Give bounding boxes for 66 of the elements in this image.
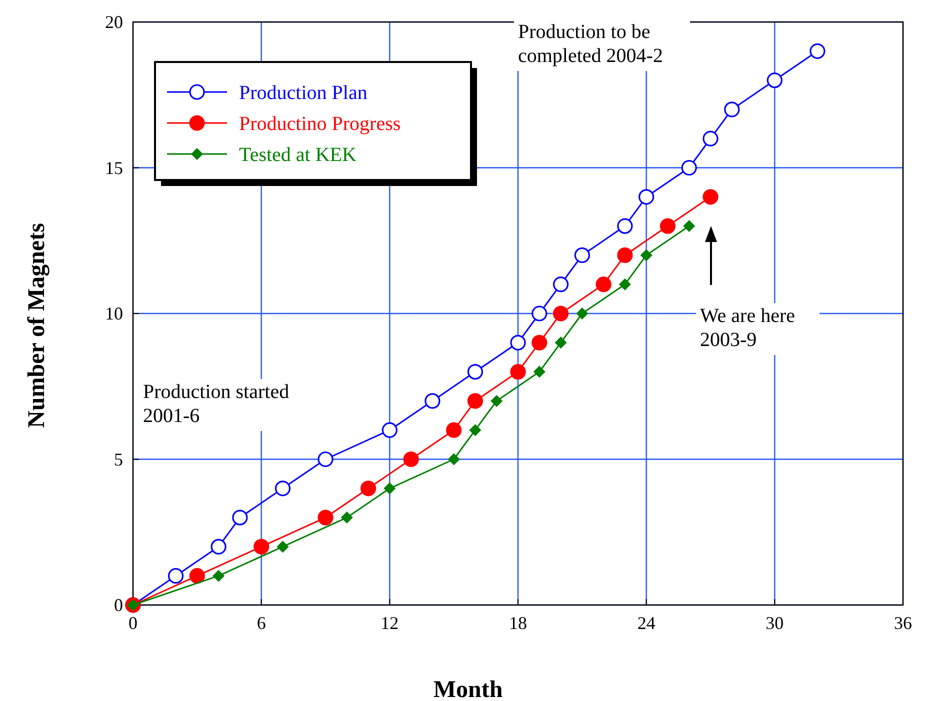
x-axis-title: Month bbox=[433, 677, 503, 701]
point bbox=[660, 218, 676, 234]
y-tick-label: 10 bbox=[105, 304, 123, 324]
point bbox=[212, 570, 225, 582]
point bbox=[446, 422, 462, 438]
point bbox=[510, 364, 526, 380]
point bbox=[318, 510, 334, 526]
point bbox=[724, 102, 740, 118]
point bbox=[469, 424, 482, 436]
annotation: Production started 2001-6 bbox=[143, 381, 290, 427]
point bbox=[618, 278, 631, 290]
point bbox=[617, 218, 633, 234]
point bbox=[360, 480, 376, 496]
x-tick-label: 0 bbox=[128, 613, 138, 633]
point bbox=[403, 451, 419, 468]
point bbox=[532, 306, 548, 322]
point bbox=[683, 220, 696, 232]
point bbox=[532, 334, 548, 350]
point bbox=[810, 43, 826, 59]
point bbox=[702, 130, 718, 146]
point bbox=[276, 540, 289, 553]
point bbox=[210, 538, 226, 554]
x-tick-label: 24 bbox=[637, 613, 656, 633]
annotation: We are here 2003-9 bbox=[700, 305, 796, 351]
point bbox=[467, 393, 484, 409]
point bbox=[274, 480, 291, 496]
point bbox=[448, 453, 460, 466]
point bbox=[510, 334, 526, 350]
point bbox=[681, 160, 697, 176]
point bbox=[702, 189, 718, 205]
point bbox=[340, 512, 353, 524]
y-tick-label: 15 bbox=[105, 158, 123, 178]
annotation: Production to be completed 2004-2 bbox=[518, 21, 663, 67]
legend-label: Tested at KEK bbox=[239, 144, 358, 166]
point bbox=[382, 422, 398, 438]
point bbox=[638, 189, 654, 205]
x-tick-label: 12 bbox=[380, 613, 399, 633]
y-tick-label: 0 bbox=[114, 595, 123, 615]
point bbox=[617, 247, 633, 263]
legend-label: Productino Progress bbox=[239, 113, 401, 135]
point bbox=[467, 364, 484, 380]
point bbox=[318, 451, 334, 468]
x-tick-label: 30 bbox=[766, 613, 784, 633]
legend-label: Production Plan bbox=[239, 82, 368, 104]
point bbox=[254, 538, 270, 554]
x-tick-label: 36 bbox=[894, 613, 912, 633]
point bbox=[552, 306, 569, 322]
point bbox=[232, 510, 248, 526]
point bbox=[552, 276, 569, 292]
y-tick-label: 20 bbox=[105, 12, 123, 32]
point bbox=[574, 247, 590, 263]
x-tick-label: 18 bbox=[509, 613, 527, 633]
point bbox=[766, 72, 782, 88]
point bbox=[424, 393, 440, 409]
point bbox=[168, 568, 184, 584]
point bbox=[189, 568, 205, 584]
y-tick-label: 5 bbox=[114, 449, 123, 470]
point bbox=[576, 308, 588, 320]
point bbox=[596, 276, 612, 292]
y-axis-title: Number of Magnets bbox=[24, 223, 50, 428]
point bbox=[554, 336, 567, 349]
point bbox=[640, 249, 652, 262]
x-tick-label: 6 bbox=[256, 613, 266, 633]
point bbox=[490, 394, 503, 407]
point bbox=[533, 366, 546, 378]
point bbox=[384, 482, 396, 494]
